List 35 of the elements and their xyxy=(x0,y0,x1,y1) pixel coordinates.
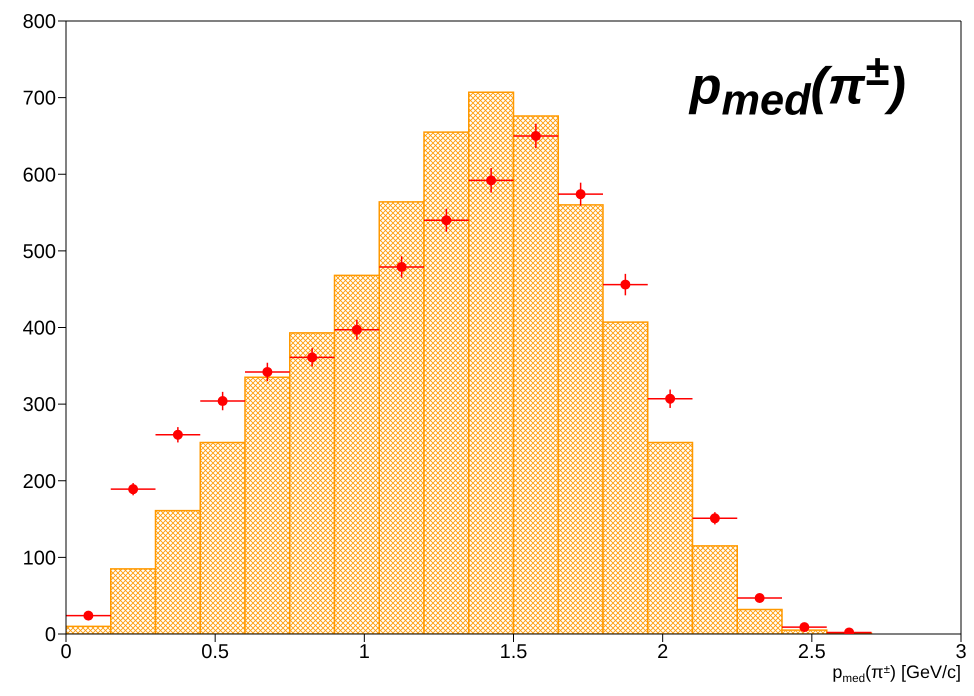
point xyxy=(530,130,541,141)
point xyxy=(262,366,272,377)
y-tick-label: 500 xyxy=(22,240,56,263)
x-tick-label: 1.5 xyxy=(500,641,528,664)
point xyxy=(486,175,496,186)
point xyxy=(83,610,94,621)
y-tick-label: 200 xyxy=(22,470,56,493)
point xyxy=(441,215,452,226)
x-tick-label: 0.5 xyxy=(201,641,230,664)
y-tick-label: 300 xyxy=(22,394,56,416)
y-tick-label: 600 xyxy=(22,164,56,186)
point xyxy=(307,352,318,362)
point xyxy=(396,262,407,272)
point xyxy=(620,280,630,290)
point xyxy=(128,484,138,494)
x-tick-label: 2.5 xyxy=(798,641,826,664)
y-tick-label: 800 xyxy=(22,11,56,34)
point xyxy=(799,622,810,632)
y-tick-label: 400 xyxy=(22,318,56,340)
point xyxy=(754,592,765,603)
x-tick-label: 1 xyxy=(358,641,370,664)
point xyxy=(576,189,586,200)
point xyxy=(665,394,676,404)
point xyxy=(710,513,720,524)
annotation: p$_{med}$(π$^{±}$) xyxy=(690,47,906,126)
point xyxy=(172,430,183,440)
y-tick-label: 100 xyxy=(22,547,56,570)
y-tick-label: 700 xyxy=(22,88,56,110)
x-tick-label: 3 xyxy=(955,641,967,664)
x-tick-label: 2 xyxy=(657,641,668,664)
point xyxy=(218,396,228,406)
y-tick-label: 0 xyxy=(44,624,56,646)
point xyxy=(352,324,362,335)
x-axis-title: p$_{med}$(π$^{±}$) [GeV/c] xyxy=(832,662,961,685)
x-tick-label: 0 xyxy=(60,641,72,664)
